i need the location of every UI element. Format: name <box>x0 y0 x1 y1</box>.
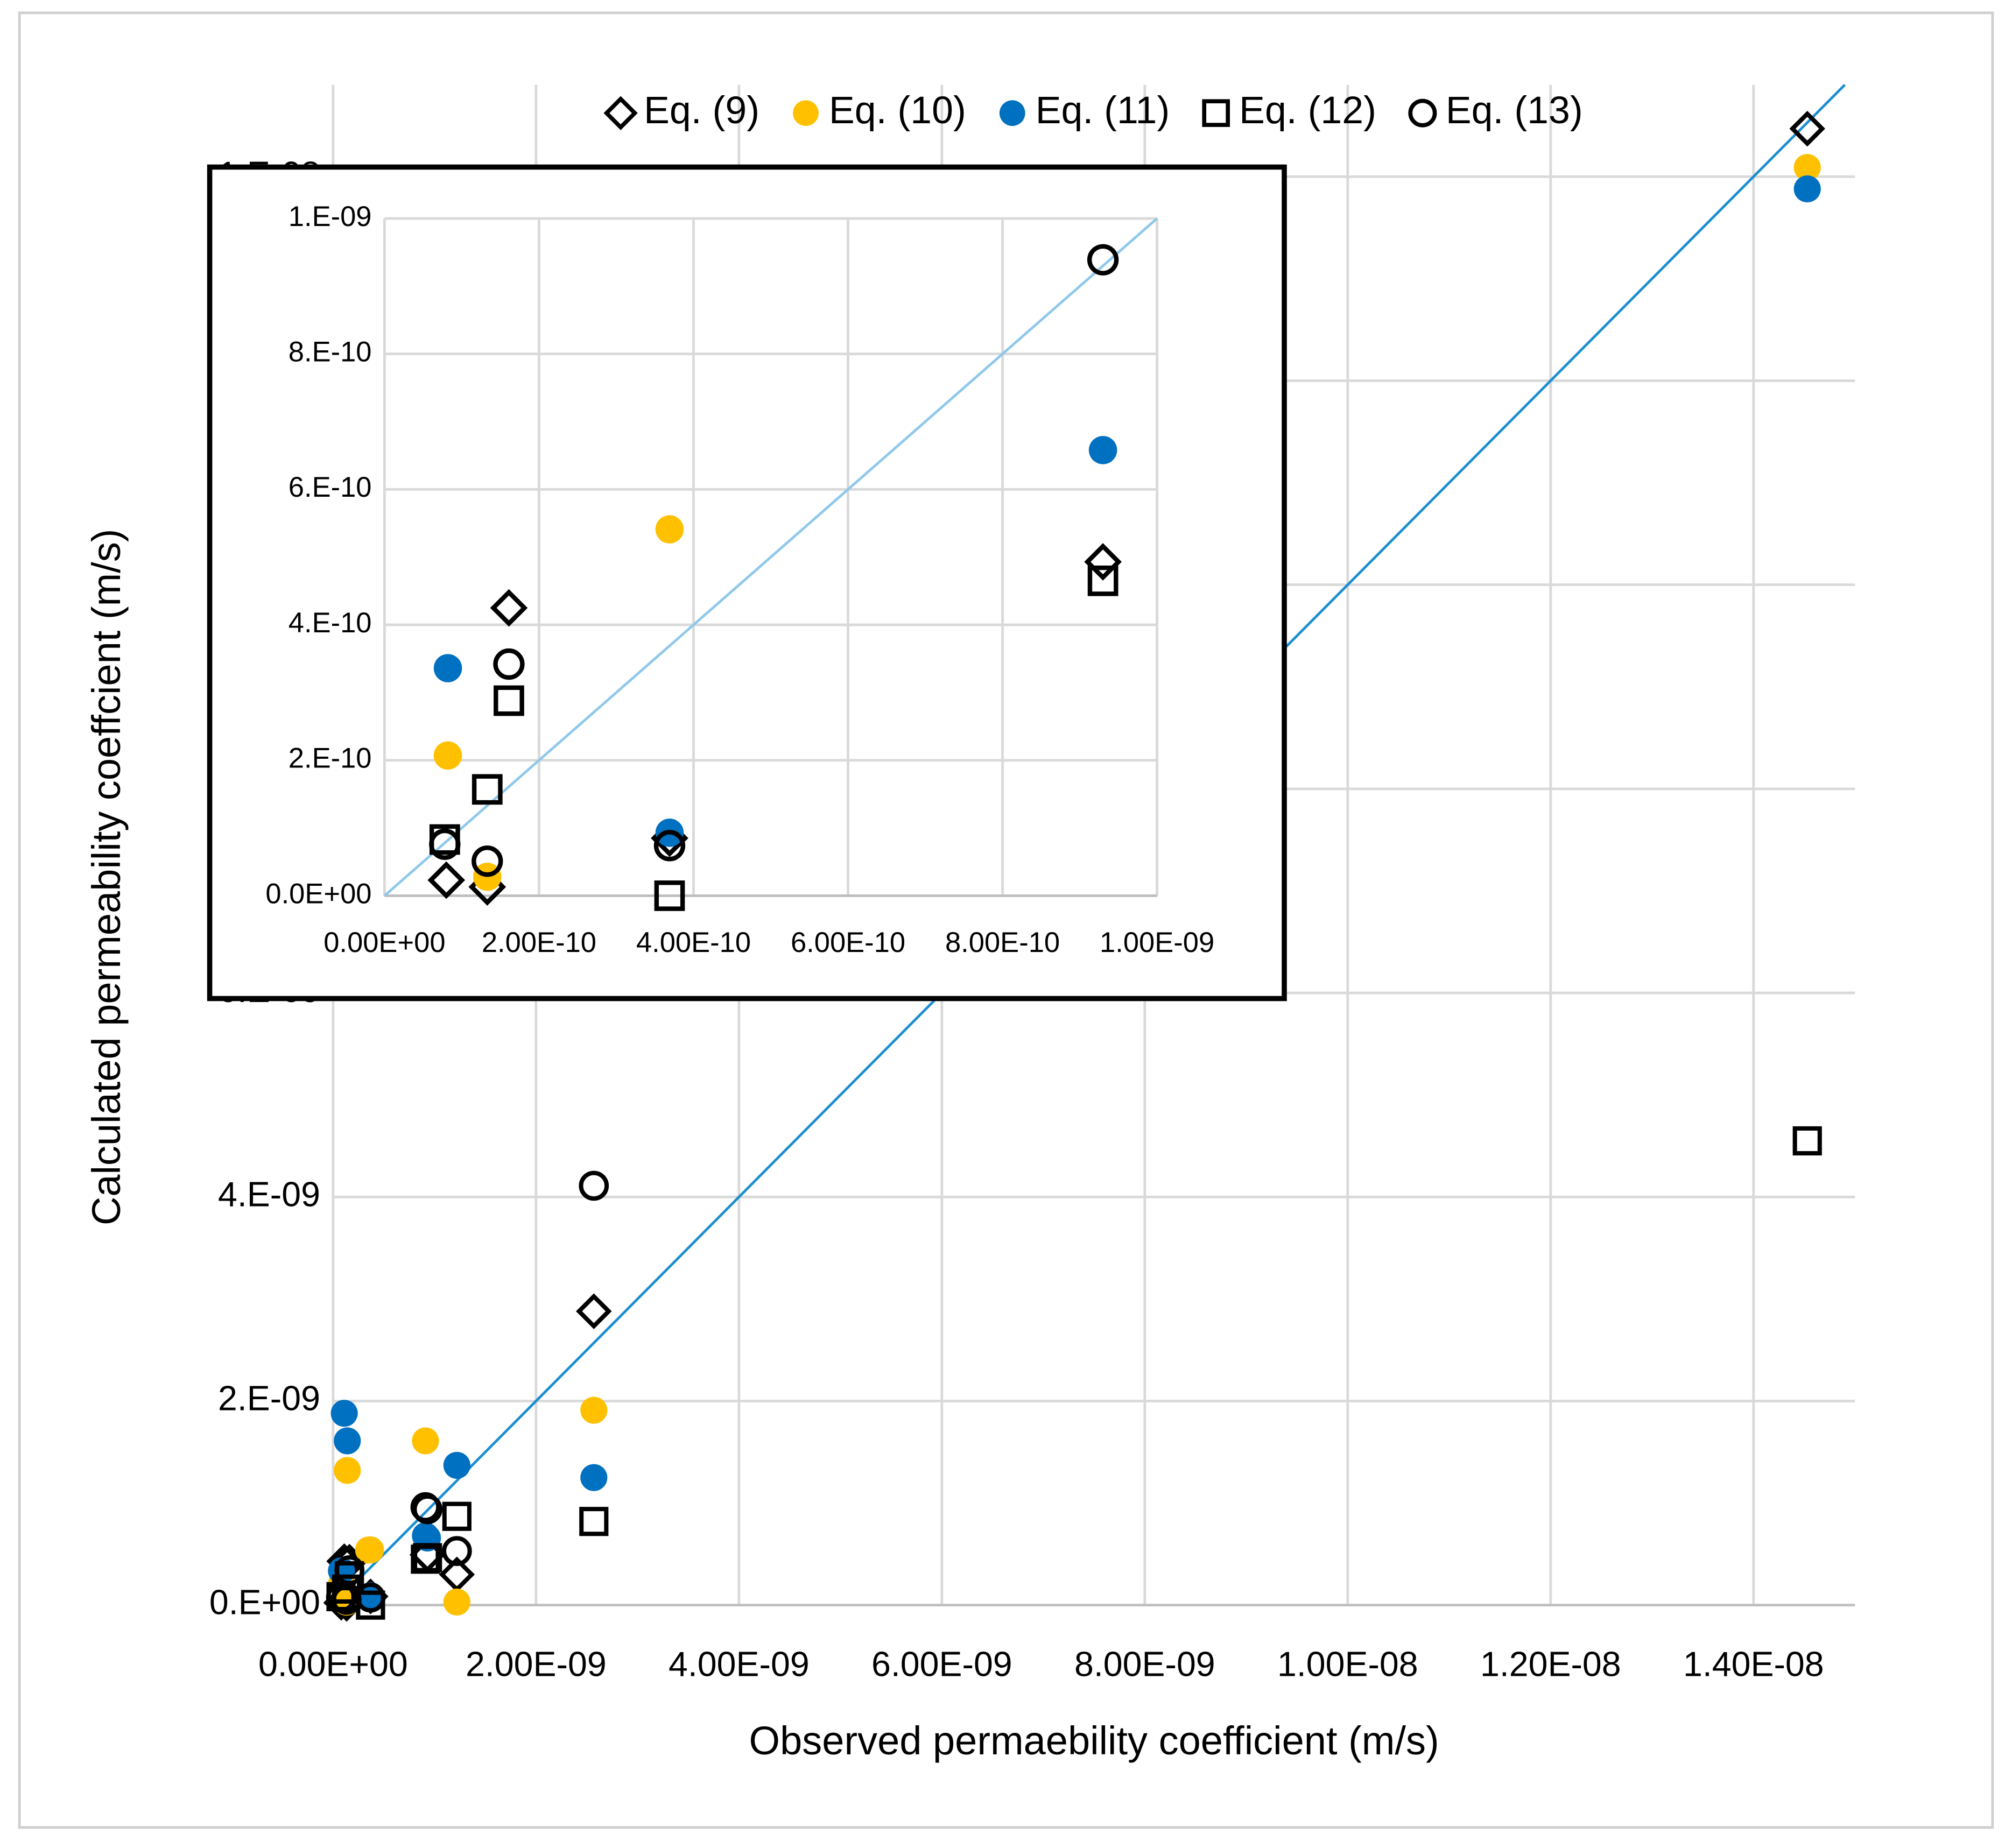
point <box>1087 244 1119 276</box>
legend-marker <box>1408 98 1437 128</box>
point <box>654 880 685 911</box>
point <box>330 1400 358 1427</box>
y-tick-label: 0.E+00 <box>209 1583 320 1622</box>
x-tick-label: 1.00E-09 <box>1100 927 1214 958</box>
point <box>580 1464 608 1491</box>
x-tick-label: 1.00E-08 <box>1277 1645 1418 1683</box>
x-tick-label: 6.00E-10 <box>791 927 905 958</box>
point <box>334 1427 361 1455</box>
point <box>472 774 503 805</box>
x-tick-label: 8.00E-09 <box>1074 1645 1215 1683</box>
y-tick-label: 2.E-10 <box>289 743 372 774</box>
point <box>494 685 524 716</box>
point <box>580 1396 608 1424</box>
point <box>441 1536 472 1567</box>
point <box>413 1543 442 1572</box>
legend-label: Eq. (10) <box>829 89 966 132</box>
point <box>576 1293 612 1329</box>
y-tick-label: 2.E-09 <box>218 1379 320 1417</box>
x-tick-label: 2.00E-10 <box>482 927 596 958</box>
x-tick-label: 4.00E-10 <box>636 927 751 958</box>
point <box>579 1507 609 1536</box>
point <box>357 1536 384 1564</box>
point <box>1793 175 1821 203</box>
point <box>334 1457 361 1484</box>
point <box>490 589 528 627</box>
x-tick-label: 6.00E-09 <box>871 1645 1012 1683</box>
point <box>334 1555 365 1585</box>
x-tick-label: 4.00E-09 <box>669 1645 810 1683</box>
point <box>579 1170 609 1201</box>
legend-marker <box>999 100 1025 126</box>
point <box>427 861 466 899</box>
point <box>472 845 503 877</box>
point <box>493 648 525 680</box>
point <box>1084 543 1122 581</box>
point <box>1792 1126 1822 1156</box>
y-tick-label: 0.0E+00 <box>265 878 371 909</box>
legend-marker <box>793 100 819 126</box>
y-axis-label: Calculated permeability coeffcient (m/s) <box>84 529 129 1225</box>
point <box>442 1501 472 1531</box>
legend-marker <box>603 96 638 130</box>
y-tick-label: 4.E-09 <box>218 1175 320 1214</box>
inset-plot: 0.00E+00 2.00E-10 4.00E-10 6.00E-10 8.00E-10… <box>265 201 1214 958</box>
point <box>443 1451 470 1479</box>
legend: Eq. (9) Eq. (10) Eq. (11) Eq. (12) Eq. (13) <box>603 89 1583 132</box>
point <box>1087 565 1118 596</box>
y-tick-label: 6.E-10 <box>289 471 372 503</box>
x-tick-label: 2.00E-09 <box>466 1645 607 1683</box>
point <box>429 828 461 860</box>
legend-label: Eq. (13) <box>1446 89 1583 132</box>
inset-border <box>207 164 1287 1001</box>
legend-label: Eq. (9) <box>644 89 759 132</box>
legend-label: Eq. (12) <box>1239 89 1376 132</box>
point <box>1088 436 1117 464</box>
x-tick-label: 0.00E+00 <box>323 927 445 958</box>
x-tick-label: 0.00E+00 <box>258 1645 408 1683</box>
point <box>443 1588 470 1616</box>
x-axis-label: Observed permaebility coefficient (m/s) <box>749 1718 1439 1763</box>
y-tick-label: 8.E-10 <box>289 336 372 368</box>
point <box>355 1582 386 1613</box>
y-tick-label: 4.E-10 <box>289 607 372 639</box>
x-tick-label: 8.00E-10 <box>945 927 1060 958</box>
point <box>433 654 462 682</box>
point <box>1793 154 1821 181</box>
x-tick-label: 1.20E-08 <box>1480 1645 1621 1683</box>
x-tick-label: 1.40E-08 <box>1683 1645 1824 1683</box>
point <box>653 830 686 862</box>
point <box>655 515 684 544</box>
reference-line <box>383 217 1158 897</box>
point <box>412 1494 442 1525</box>
point <box>412 1427 439 1455</box>
y-tick-label: 1.E-09 <box>289 201 372 232</box>
legend-marker <box>1202 99 1230 127</box>
point <box>433 741 462 770</box>
point <box>1789 110 1825 147</box>
legend-label: Eq. (11) <box>1036 89 1170 132</box>
